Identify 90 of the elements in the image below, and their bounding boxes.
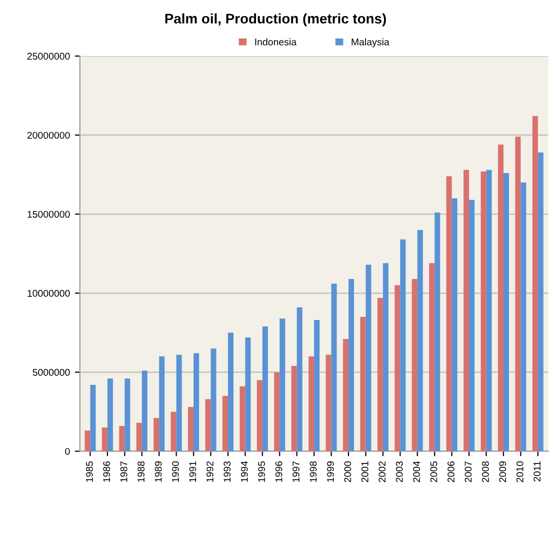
x-tick-label: 2007 [464,461,472,482]
bar [486,170,492,452]
bar [170,412,176,452]
bar [429,263,435,452]
bar [480,171,486,452]
x-tick-label: 1993 [224,461,231,482]
x-tick-label: 2003 [396,461,403,482]
y-tick-label: 5000000 [32,368,70,376]
x-tick-label: 1996 [275,461,282,482]
bar [348,278,354,452]
bar [176,354,182,452]
bar [102,428,108,452]
bar [434,212,440,452]
bar [503,173,509,452]
bar [446,176,452,452]
bar [124,378,130,452]
bar [520,182,526,452]
bar [400,239,406,452]
x-tick-label: 2005 [430,461,438,482]
x-tick-label: 1990 [172,461,179,482]
x-tick-label: 1994 [240,461,248,482]
bar [159,356,165,452]
bar [154,418,160,452]
bar [84,430,90,452]
bar [119,426,125,452]
bar [280,318,286,452]
bar [412,278,418,452]
x-tick-label: 1986 [103,461,110,482]
bar [532,116,538,452]
bar [296,307,302,452]
x-tick-label: 2011 [534,461,541,482]
bar [245,337,251,452]
bar [314,320,320,452]
bar [469,200,475,452]
x-tick-label: 1997 [292,461,300,482]
x-tick-label: 2004 [413,461,420,482]
bar [452,198,458,452]
bar [464,170,470,452]
legend-label: Malaysia [352,38,390,48]
bar [107,378,113,452]
bar [210,348,216,452]
y-tick-label: 20000000 [27,132,70,139]
bar [377,298,383,452]
bar [291,366,297,452]
bar [308,356,314,452]
x-tick-label: 1995 [258,461,266,482]
bar [136,422,142,452]
x-tick-label: 1989 [154,461,162,482]
bar [188,406,194,452]
x-tick-label: 1987 [120,461,128,482]
bar [515,136,521,452]
bar [142,370,148,452]
bar [205,399,211,452]
x-tick-label: 2002 [378,461,386,482]
bar [366,264,372,452]
x-tick-label: 2006 [448,461,454,482]
bar [498,144,504,452]
x-tick-label: 1991 [189,461,196,482]
x-tick-label: 1988 [138,461,144,482]
bar [90,384,96,452]
x-tick-label: 2010 [516,461,524,482]
x-tick-label: 2001 [361,461,368,482]
y-tick-label: 15000000 [28,210,70,218]
bar [331,284,337,452]
bar [538,152,544,452]
bar [222,396,228,452]
bar [326,354,332,452]
x-tick-label: 2009 [499,461,506,482]
x-tick-label: 1998 [310,461,317,482]
bar [256,380,262,452]
x-tick-label: 1999 [327,461,334,482]
bar [360,316,366,452]
x-tick-label: 1985 [86,461,93,482]
y-tick-label: 0 [65,448,70,455]
x-tick-label: 2000 [344,461,352,482]
bar [228,332,234,452]
y-tick-label: 10000000 [28,290,70,297]
bar [194,353,200,452]
bar [417,230,423,452]
chart-title: Palm oil, Production (metric tons) [165,13,386,26]
bar [274,372,280,452]
bar [382,263,388,452]
bar [240,386,246,452]
legend-label: Indonesia [255,38,297,46]
y-tick-label: 25000000 [27,52,70,60]
x-tick-label: 2008 [482,461,489,482]
bar [262,326,268,452]
bar [394,285,400,452]
x-tick-label: 1992 [206,461,214,482]
bar [342,339,349,452]
